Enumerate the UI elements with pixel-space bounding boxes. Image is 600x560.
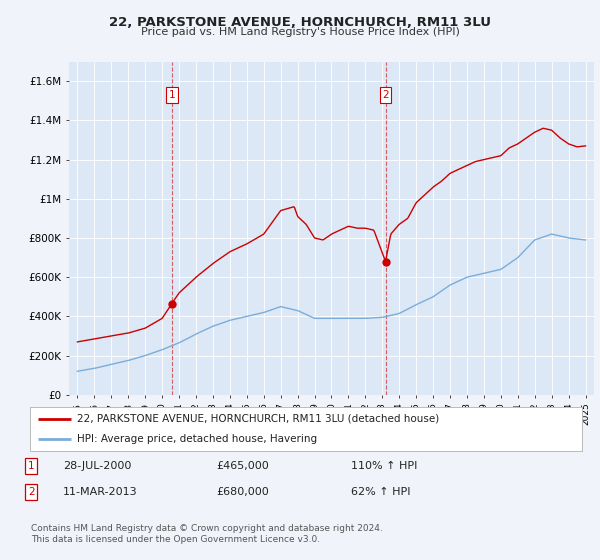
Text: £465,000: £465,000 xyxy=(216,461,269,471)
Text: 28-JUL-2000: 28-JUL-2000 xyxy=(63,461,131,471)
Text: 2: 2 xyxy=(28,487,35,497)
Text: 62% ↑ HPI: 62% ↑ HPI xyxy=(351,487,410,497)
Text: Contains HM Land Registry data © Crown copyright and database right 2024.
This d: Contains HM Land Registry data © Crown c… xyxy=(31,524,383,544)
Text: 1: 1 xyxy=(169,90,175,100)
Text: HPI: Average price, detached house, Havering: HPI: Average price, detached house, Have… xyxy=(77,434,317,444)
Text: 110% ↑ HPI: 110% ↑ HPI xyxy=(351,461,418,471)
Text: 22, PARKSTONE AVENUE, HORNCHURCH, RM11 3LU: 22, PARKSTONE AVENUE, HORNCHURCH, RM11 3… xyxy=(109,16,491,29)
Text: 22, PARKSTONE AVENUE, HORNCHURCH, RM11 3LU (detached house): 22, PARKSTONE AVENUE, HORNCHURCH, RM11 3… xyxy=(77,414,439,424)
Text: 2: 2 xyxy=(382,90,389,100)
Text: 11-MAR-2013: 11-MAR-2013 xyxy=(63,487,137,497)
Text: Price paid vs. HM Land Registry's House Price Index (HPI): Price paid vs. HM Land Registry's House … xyxy=(140,27,460,37)
Text: £680,000: £680,000 xyxy=(216,487,269,497)
Text: 1: 1 xyxy=(28,461,35,471)
